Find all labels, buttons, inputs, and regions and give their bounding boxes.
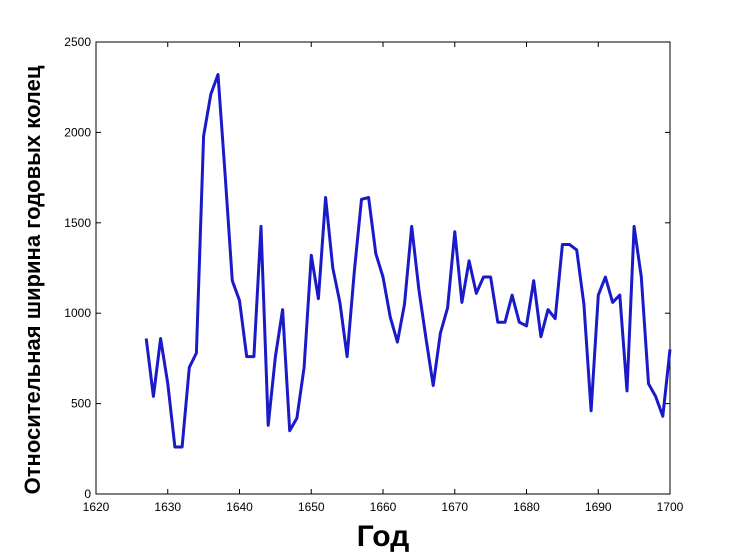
y-tick-label: 2000: [64, 125, 91, 139]
x-tick-label: 1650: [298, 500, 325, 514]
x-tick-label: 1620: [83, 500, 110, 514]
y-axis-title: Относительная ширина годовых колец: [20, 65, 45, 494]
plot-frame: [95, 41, 671, 495]
x-tick-label: 1660: [370, 500, 397, 514]
x-tick-label: 1670: [441, 500, 468, 514]
x-tick-label: 1640: [226, 500, 253, 514]
x-tick-label: 1680: [513, 500, 540, 514]
x-tick-label: 1700: [657, 500, 684, 514]
x-axis-title: Год: [357, 520, 410, 553]
y-tick-label: 2500: [64, 35, 91, 49]
y-axis-ticks: 0 500 1000 1500 2000 2500: [64, 35, 670, 501]
y-tick-label: 0: [84, 487, 91, 501]
y-tick-label: 500: [71, 397, 91, 411]
x-tick-label: 1690: [585, 500, 612, 514]
x-axis-ticks: 1620 1630 1640 1650 1660 1670 1680 1690 1700: [83, 42, 684, 514]
y-tick-label: 1000: [64, 306, 91, 320]
series-line: [144, 73, 672, 449]
y-tick-label: 1500: [64, 216, 91, 230]
x-tick-label: 1630: [154, 500, 181, 514]
